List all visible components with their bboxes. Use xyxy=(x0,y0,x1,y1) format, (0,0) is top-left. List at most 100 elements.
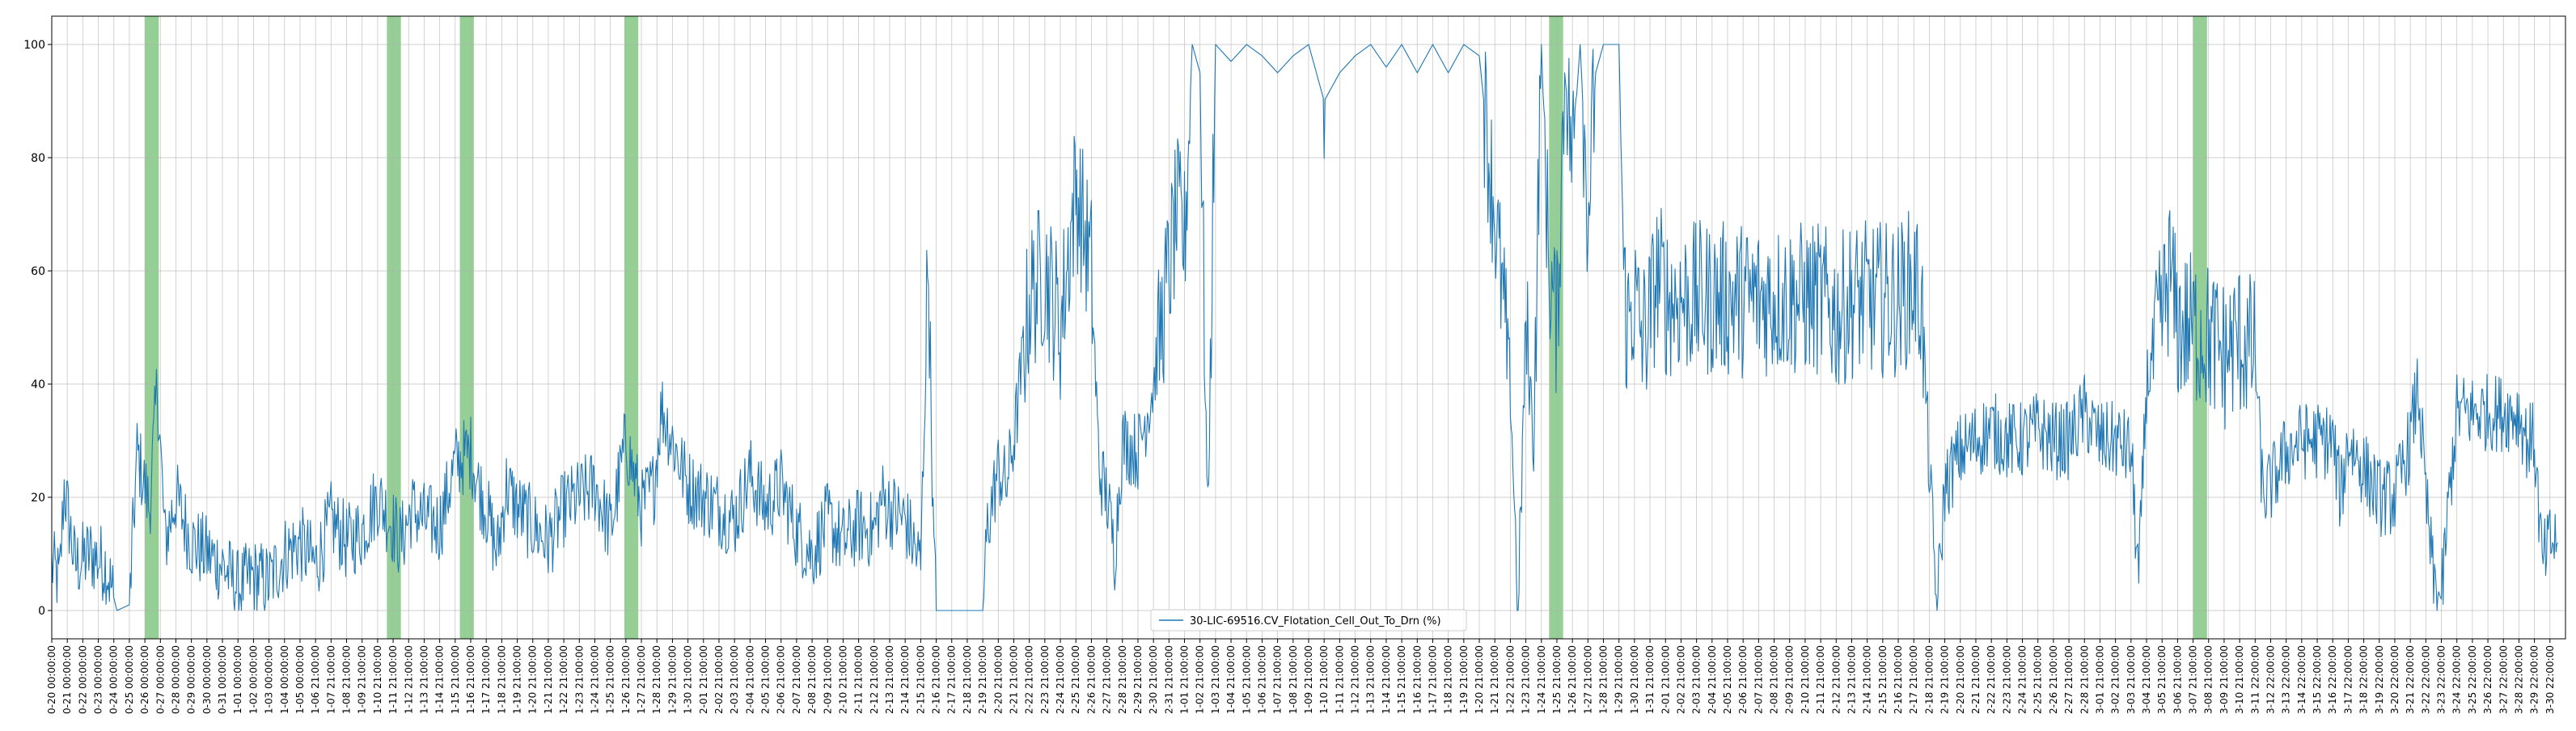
x-tick-label: 1-13 21:00:00 xyxy=(418,645,429,714)
x-tick-label: 2-22 21:00:00 xyxy=(1986,645,1997,714)
x-tick-label: 1-25 21:00:00 xyxy=(1551,645,1563,714)
y-tick-label: 0 xyxy=(38,605,45,618)
legend: 30-LIC-69516.CV_Flotation_Cell_Out_To_Dr… xyxy=(1150,609,1467,632)
x-tick-label: 1-08 21:00:00 xyxy=(341,645,353,714)
x-tick-label: 2-20 21:00:00 xyxy=(992,645,1004,714)
x-tick-label: 1-06 21:00:00 xyxy=(310,645,321,714)
x-tick-label: 0-30 00:00:00 xyxy=(201,645,213,714)
x-tick-label: 0-29 00:00:00 xyxy=(186,645,197,714)
x-tick-label: 1-30 21:00:00 xyxy=(1629,645,1640,714)
x-tick-label: 2-11 21:00:00 xyxy=(853,645,865,714)
x-tick-label: 2-12 21:00:00 xyxy=(869,645,880,714)
x-tick-label: 1-02 00:00:00 xyxy=(247,645,259,714)
y-tick-label: 80 xyxy=(31,152,45,165)
x-tick-label: 1-21 21:00:00 xyxy=(543,645,554,714)
x-tick-label: 1-20 21:00:00 xyxy=(1474,645,1485,714)
legend-box xyxy=(1150,609,1467,632)
x-tick-label: 2-30 21:00:00 xyxy=(1148,645,1159,714)
x-tick-label: 3-21 22:00:00 xyxy=(2405,645,2416,714)
x-tick-label: 1-27 21:00:00 xyxy=(1582,645,1593,714)
x-tick-label: 2-12 21:00:00 xyxy=(1830,645,1842,714)
x-tick-label: 2-03 21:00:00 xyxy=(1691,645,1703,714)
x-tick-label: 2-19 21:00:00 xyxy=(1939,645,1951,714)
x-tick-label: 3-23 22:00:00 xyxy=(2436,645,2447,714)
x-tick-label: 2-16 21:00:00 xyxy=(931,645,942,714)
x-tick-label: 1-07 21:00:00 xyxy=(325,645,336,714)
x-tick-label: 2-27 21:00:00 xyxy=(1102,645,1113,714)
x-tick-label: 1-03 00:00:00 xyxy=(264,645,275,714)
x-tick-label: 1-07 21:00:00 xyxy=(1272,645,1284,714)
x-tick-label: 1-11 21:00:00 xyxy=(387,645,399,714)
x-tick-label: 1-15 21:00:00 xyxy=(450,645,461,714)
x-tick-label: 1-06 21:00:00 xyxy=(1256,645,1267,714)
x-tick-label: 1-15 21:00:00 xyxy=(1396,645,1407,714)
legend-label: 30-LIC-69516.CV_Flotation_Cell_Out_To_Dr… xyxy=(1190,615,1441,627)
x-tick-label: 2-15 21:00:00 xyxy=(915,645,926,714)
x-tick-label: 1-12 21:00:00 xyxy=(1350,645,1361,714)
x-tick-label: 1-14 21:00:00 xyxy=(434,645,446,714)
x-tick-label: 3-19 22:00:00 xyxy=(2374,645,2385,714)
x-tick-label: 1-09 21:00:00 xyxy=(1303,645,1314,714)
x-tick-label: 1-04 00:00:00 xyxy=(279,645,290,714)
x-tick-label: 2-13 21:00:00 xyxy=(884,645,895,714)
x-tick-label: 2-02 21:00:00 xyxy=(713,645,725,714)
x-tick-label: 2-10 21:00:00 xyxy=(1800,645,1811,714)
x-tick-label: 2-28 21:00:00 xyxy=(2079,645,2090,714)
x-tick-label: 3-16 22:00:00 xyxy=(2327,645,2338,714)
x-tick-label: 2-10 21:00:00 xyxy=(837,645,848,714)
x-tick-label: 1-24 21:00:00 xyxy=(1536,645,1547,714)
x-tick-label: 3-27 22:00:00 xyxy=(2498,645,2509,714)
x-tick-label: 1-05 21:00:00 xyxy=(1241,645,1252,714)
x-tick-label: 2-14 21:00:00 xyxy=(899,645,911,714)
x-tick-label: 3-08 21:00:00 xyxy=(2203,645,2214,714)
x-tick-label: 2-24 21:00:00 xyxy=(1055,645,1066,714)
x-tick-label: 0-31 00:00:00 xyxy=(217,645,228,714)
x-tick-label: 3-14 22:00:00 xyxy=(2296,645,2307,714)
x-axis-ticks: 0-20 00:00:00 0-21 00:00:00 0-22 00:00:00 0… xyxy=(46,639,2556,714)
x-tick-label: 1-08 21:00:00 xyxy=(1288,645,1299,714)
x-tick-label: 1-10 21:00:00 xyxy=(1318,645,1330,714)
y-tick-label: 40 xyxy=(31,378,45,391)
y-axis-ticks: 0 20 40 60 80 100 xyxy=(23,39,52,618)
x-tick-label: 1-26 21:00:00 xyxy=(1567,645,1578,714)
x-tick-label: 1-14 21:00:00 xyxy=(1381,645,1392,714)
x-tick-label: 1-24 21:00:00 xyxy=(589,645,600,714)
x-tick-label: 2-06 21:00:00 xyxy=(776,645,787,714)
x-tick-label: 3-24 22:00:00 xyxy=(2451,645,2463,714)
x-tick-label: 2-07 21:00:00 xyxy=(1753,645,1764,714)
x-tick-label: 3-25 22:00:00 xyxy=(2467,645,2478,714)
x-tick-label: 0-27 00:00:00 xyxy=(154,645,166,714)
x-tick-label: 0-20 00:00:00 xyxy=(46,645,57,714)
x-tick-label: 2-26 21:00:00 xyxy=(1085,645,1097,714)
x-tick-label: 1-31 21:00:00 xyxy=(1644,645,1656,714)
x-tick-label: 2-16 21:00:00 xyxy=(1893,645,1904,714)
x-tick-label: 2-27 21:00:00 xyxy=(2063,645,2075,714)
x-tick-label: 3-07 21:00:00 xyxy=(2188,645,2199,714)
x-tick-label: 3-11 22:00:00 xyxy=(2249,645,2261,714)
x-tick-label: 3-01 21:00:00 xyxy=(2094,645,2105,714)
x-tick-label: 1-27 21:00:00 xyxy=(636,645,647,714)
x-tick-label: 2-15 21:00:00 xyxy=(1877,645,1889,714)
x-tick-label: 2-09 21:00:00 xyxy=(1784,645,1796,714)
x-tick-label: 2-07 21:00:00 xyxy=(791,645,802,714)
x-tick-label: 0-25 00:00:00 xyxy=(124,645,135,714)
x-tick-label: 1-23 21:00:00 xyxy=(573,645,585,714)
x-tick-label: 1-26 21:00:00 xyxy=(620,645,632,714)
x-tick-label: 1-18 21:00:00 xyxy=(496,645,507,714)
x-tick-label: 1-20 21:00:00 xyxy=(527,645,539,714)
x-tick-label: 1-01 00:00:00 xyxy=(232,645,243,714)
x-tick-label: 1-11 21:00:00 xyxy=(1334,645,1345,714)
y-tick-label: 100 xyxy=(23,39,45,52)
x-tick-label: 1-04 21:00:00 xyxy=(1225,645,1237,714)
x-tick-label: 1-23 21:00:00 xyxy=(1521,645,1532,714)
series-line xyxy=(51,44,2558,611)
x-tick-label: 1-28 21:00:00 xyxy=(651,645,662,714)
x-tick-label: 2-02 21:00:00 xyxy=(1675,645,1686,714)
highlight-band xyxy=(145,16,159,639)
x-tick-label: 1-22 21:00:00 xyxy=(1504,645,1516,714)
x-tick-label: 1-05 00:00:00 xyxy=(294,645,306,714)
x-tick-label: 0-26 00:00:00 xyxy=(139,645,150,714)
x-tick-label: 1-01 21:00:00 xyxy=(1179,645,1191,714)
x-tick-label: 2-18 21:00:00 xyxy=(962,645,973,714)
x-tick-label: 2-29 21:00:00 xyxy=(1132,645,1144,714)
